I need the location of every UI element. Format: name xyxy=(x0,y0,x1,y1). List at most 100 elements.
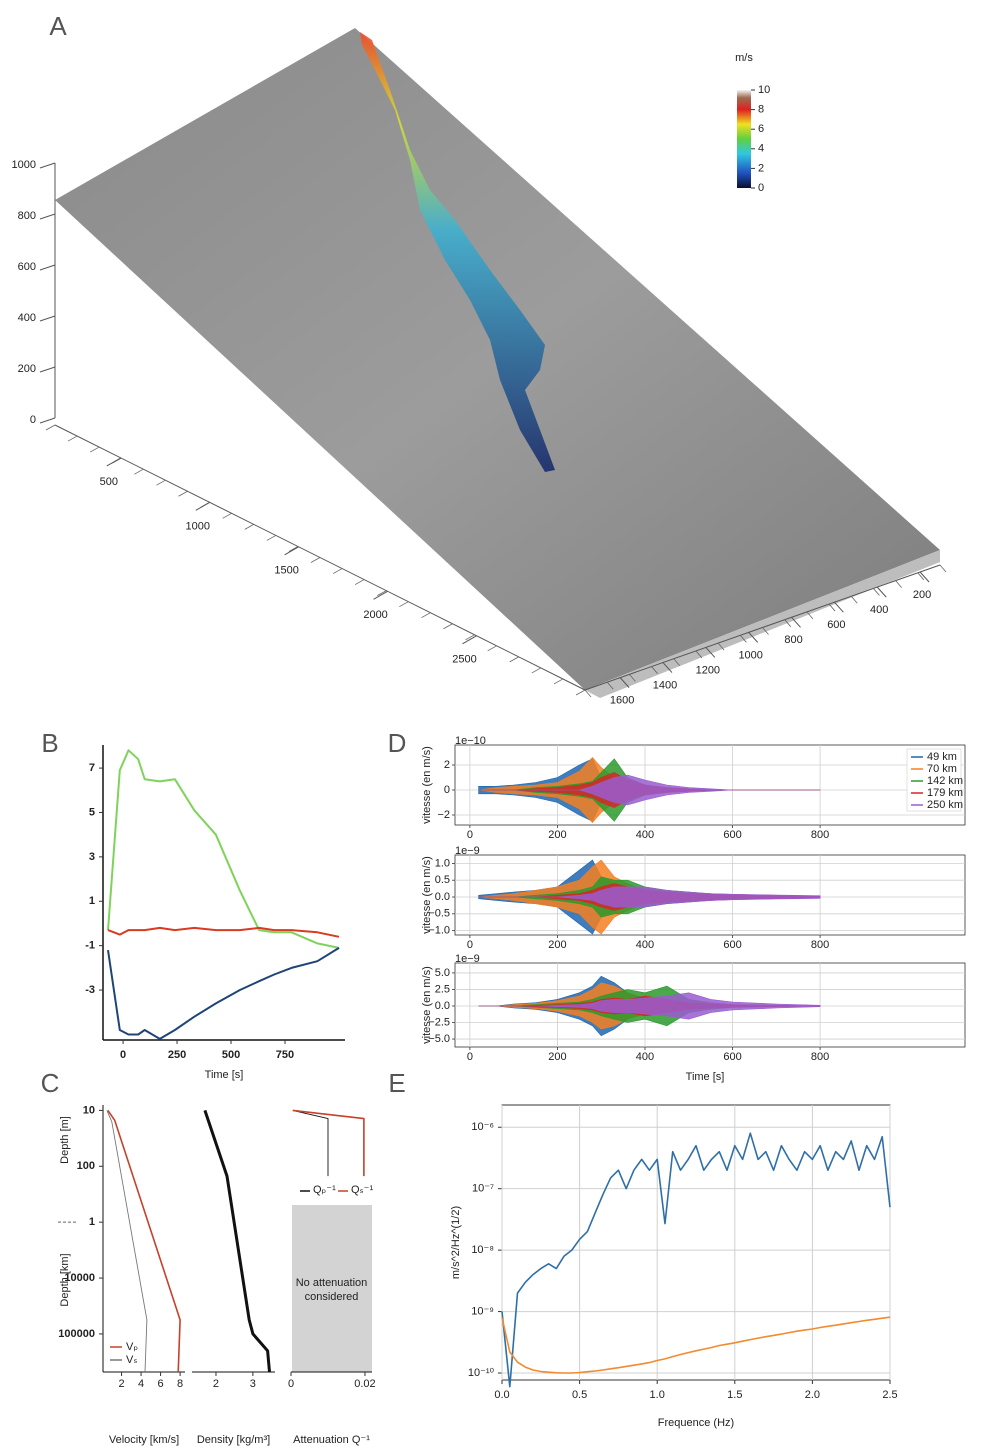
x-tick-label: 0 xyxy=(467,1051,473,1063)
plot-frame xyxy=(454,854,966,936)
x-minor-tick xyxy=(244,524,254,530)
colorbar-tick-label: 0 xyxy=(758,182,764,194)
y-tick xyxy=(919,571,930,583)
x-axis-label: Time [s] xyxy=(686,1071,725,1083)
x-minor-tick xyxy=(377,590,387,596)
x-axis-label: Density [kg/m³] xyxy=(197,1434,270,1446)
x-tick-label: 0 xyxy=(467,939,473,951)
y-tick-label: 1400 xyxy=(653,679,677,691)
colorbar-tick-label: 4 xyxy=(758,143,764,155)
y-minor-tick xyxy=(651,666,658,674)
legend-label: Vₛ xyxy=(126,1354,137,1366)
x-minor-tick xyxy=(310,557,321,563)
y-tick-label: 0.0 xyxy=(435,891,450,903)
y-tick-label: -1 xyxy=(85,940,95,952)
profile-line xyxy=(292,1109,329,1177)
y-minor-tick xyxy=(806,611,814,620)
x-minor-tick xyxy=(156,479,166,486)
y-tick xyxy=(705,647,716,658)
x-minor-tick xyxy=(222,512,232,519)
x-axis-label: Time [s] xyxy=(205,1069,244,1081)
line-series xyxy=(501,1316,891,1374)
y-tick-label: 2.5 xyxy=(435,983,450,995)
x-axis-label: Velocity [km/s] xyxy=(109,1434,179,1446)
colorbar-tick-label: 2 xyxy=(758,162,764,174)
x-minor-tick xyxy=(89,446,100,453)
y-minor-tick xyxy=(828,603,836,612)
x-minor-tick xyxy=(45,424,56,431)
legend-label: 49 km xyxy=(927,751,957,763)
y-tick-label: 1 xyxy=(89,1216,95,1228)
y-minor-tick xyxy=(673,658,681,667)
x-tick-label: 1000 xyxy=(185,520,209,532)
x-tick-label: 200 xyxy=(548,829,566,841)
x-minor-tick xyxy=(399,601,409,608)
y-tick-label: −2 xyxy=(437,809,450,821)
x-tick-label: 800 xyxy=(811,939,829,951)
x-tick-label: 600 xyxy=(723,829,741,841)
y-minor-tick xyxy=(629,674,636,682)
waveform-envelope xyxy=(478,992,821,1020)
y-minor-tick xyxy=(850,595,858,604)
annotation: considered xyxy=(305,1291,359,1303)
y-tick-label: 1600 xyxy=(610,695,634,707)
waveform-envelope xyxy=(478,774,821,806)
y-axis-label: vitesse (en m/s) xyxy=(421,856,433,934)
y-minor-tick xyxy=(762,627,769,635)
y-tick-label: 0.0 xyxy=(435,1000,450,1012)
x-tick-label: 400 xyxy=(636,829,654,841)
y-tick-label: 200 xyxy=(913,589,931,601)
y-tick-label: 10⁻⁷ xyxy=(472,1183,494,1195)
legend-label: 250 km xyxy=(927,799,963,811)
x-minor-tick xyxy=(134,468,144,475)
x-tick-label: 2 xyxy=(213,1378,219,1390)
x-minor-tick xyxy=(266,535,277,541)
z-tick xyxy=(39,213,56,220)
annotation: No attenuation xyxy=(296,1277,368,1289)
x-tick-label: 200 xyxy=(548,1051,566,1063)
y-tick xyxy=(834,601,844,613)
colorbar-tick-label: 10 xyxy=(758,84,770,96)
y-tick-label: 1.0 xyxy=(435,857,450,869)
y-axis-label: Depth [m] xyxy=(59,1116,71,1164)
z-tick xyxy=(39,417,56,424)
x-tick-label: 0 xyxy=(288,1378,294,1390)
legend-label: 70 km xyxy=(927,763,957,775)
legend-label: Vₚ xyxy=(126,1341,138,1353)
y-tick xyxy=(876,586,887,598)
y-axis-label: vitesse (en m/s) xyxy=(421,966,433,1044)
y-minor-tick xyxy=(895,580,902,588)
y-tick-label: 10⁻⁹ xyxy=(471,1305,494,1317)
x-tick-label: 600 xyxy=(723,939,741,951)
y-tick-label: 800 xyxy=(784,634,802,646)
x-tick-label: 800 xyxy=(811,829,829,841)
line-series xyxy=(501,1132,891,1388)
panel-label: C xyxy=(41,1068,60,1098)
y-tick-label: 1000 xyxy=(738,649,762,661)
x-tick xyxy=(462,635,477,645)
y-tick-label: −2.5 xyxy=(428,1016,450,1028)
panel-label: A xyxy=(49,11,67,41)
x-tick-label: 600 xyxy=(723,1051,741,1063)
x-minor-tick xyxy=(465,634,475,641)
z-tick-label: 600 xyxy=(18,261,36,273)
x-minor-tick xyxy=(487,645,497,652)
x-tick xyxy=(106,457,122,467)
x-tick xyxy=(195,501,210,511)
colorbar-tick-label: 6 xyxy=(758,123,764,135)
y-tick xyxy=(791,616,801,628)
x-minor-tick xyxy=(332,568,343,574)
x-tick-label: 3 xyxy=(250,1378,256,1390)
waveform-envelope xyxy=(478,886,821,908)
x-minor-tick xyxy=(178,490,188,497)
x-tick-label: 6 xyxy=(158,1378,164,1390)
z-tick xyxy=(39,315,56,322)
profile-line xyxy=(106,1110,148,1373)
y-tick-label: 10⁻¹⁰ xyxy=(468,1367,495,1379)
x-tick-label: 250 xyxy=(168,1049,186,1061)
x-tick xyxy=(373,590,388,600)
y-tick-label: 0.5 xyxy=(435,874,450,886)
x-minor-tick xyxy=(354,579,365,585)
z-tick xyxy=(39,264,56,271)
